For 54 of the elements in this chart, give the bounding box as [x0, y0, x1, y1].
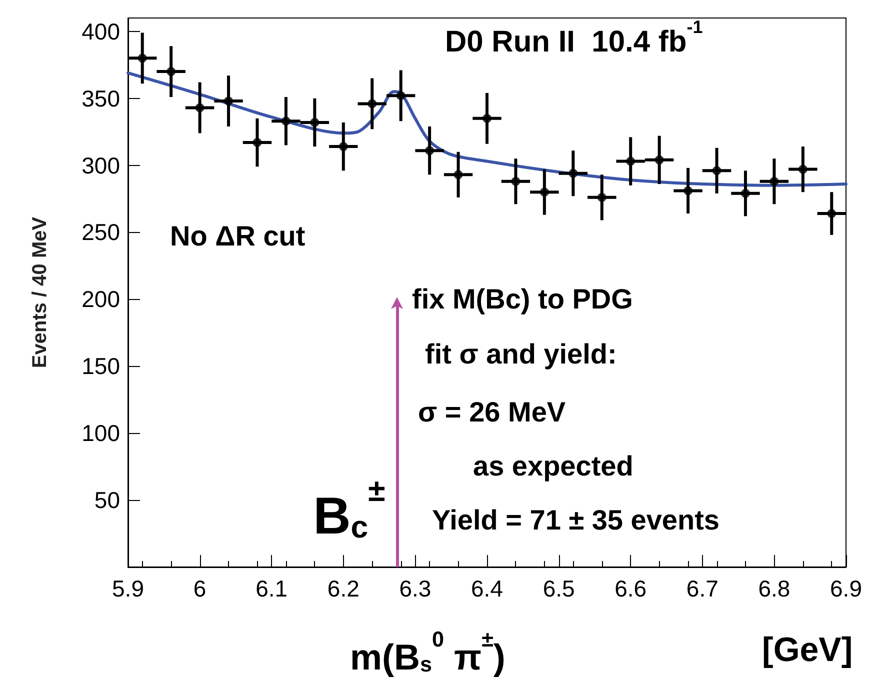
point — [310, 118, 320, 127]
point — [597, 192, 606, 202]
ref-line-label: Bc± — [313, 473, 386, 546]
x-tick-label: 6.1 — [256, 576, 288, 602]
point — [338, 142, 348, 152]
y-tick-label: 150 — [82, 353, 120, 380]
y-tick-label: 300 — [82, 152, 120, 178]
x-tick-label: 6.4 — [471, 576, 504, 602]
x-tick-label: 5.9 — [112, 576, 144, 602]
annotation: fix M(Bc) to PDG — [412, 284, 633, 314]
point — [281, 116, 290, 126]
text: [GeV] — [762, 631, 853, 669]
y-tick-label: 100 — [82, 420, 120, 446]
y-axis-title: Events / 40 MeV — [29, 216, 51, 368]
point — [712, 166, 722, 176]
point — [798, 164, 808, 174]
x-tick-label: 6.6 — [614, 576, 647, 602]
point — [368, 99, 377, 108]
point — [540, 188, 549, 197]
point — [511, 176, 520, 186]
point — [654, 155, 664, 164]
x-tick-label: 6.3 — [399, 576, 432, 602]
point — [568, 168, 578, 178]
x-tick-label: 6.8 — [758, 576, 790, 602]
y-tick-label: 250 — [82, 219, 120, 246]
point — [195, 103, 204, 112]
point — [252, 138, 262, 148]
annotation: Yield = 71 ± 35 events — [432, 504, 720, 536]
y-tick-label: 400 — [82, 18, 120, 44]
annotation: as expected — [473, 450, 634, 482]
point — [396, 91, 406, 100]
x-tick-label: 6 — [193, 576, 206, 602]
annotation: σ = 26 MeV — [418, 396, 566, 428]
point — [224, 96, 234, 106]
point — [626, 156, 636, 166]
point — [166, 67, 176, 76]
y-tick-label: 350 — [82, 85, 120, 112]
point — [454, 170, 463, 180]
x-axis-title: m(Bs0 π±) — [350, 626, 506, 678]
point — [770, 176, 779, 186]
annotation: fit σ and yield: — [425, 338, 617, 370]
annotation: No ΔR cut — [170, 220, 306, 252]
x-tick-label: 6.7 — [686, 576, 718, 602]
point — [740, 188, 750, 198]
y-tick-label: 200 — [82, 286, 120, 312]
x-tick-label: 6.5 — [542, 576, 575, 602]
point — [138, 54, 147, 63]
x-tick-label: 6.9 — [830, 576, 862, 602]
point — [425, 146, 434, 156]
point — [827, 209, 836, 218]
x-tick-label: 6.2 — [327, 576, 360, 602]
point — [482, 114, 492, 123]
point — [684, 186, 693, 196]
y-tick-label: 50 — [94, 487, 120, 514]
